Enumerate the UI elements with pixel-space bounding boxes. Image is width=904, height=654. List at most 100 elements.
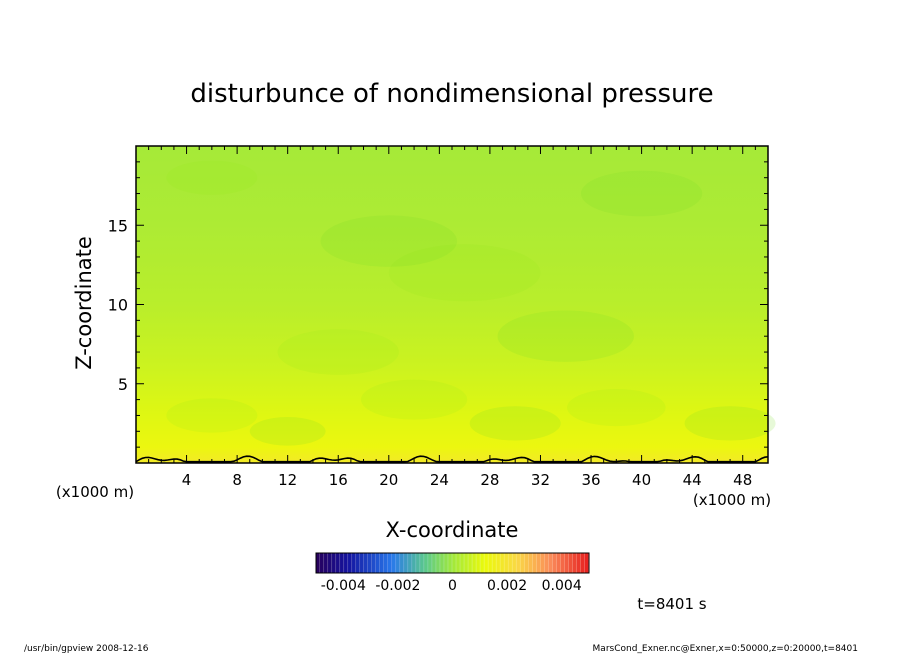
field-blotch <box>580 170 703 217</box>
colorbar-cell <box>440 553 445 573</box>
colorbar-cell <box>340 553 345 573</box>
colorbar-cell <box>472 553 477 573</box>
colorbar-tick-label: 0 <box>448 578 457 594</box>
field-blotch <box>166 398 258 433</box>
colorbar-cell <box>356 553 361 573</box>
colorbar-cell <box>376 553 381 573</box>
field-blotch <box>469 406 561 441</box>
colorbar-cell <box>444 553 449 573</box>
colorbar-cell <box>320 553 325 573</box>
colorbar-cell <box>568 553 574 573</box>
colorbar-cell <box>432 553 437 573</box>
colorbar-cell <box>400 553 405 573</box>
colorbar-cell <box>328 553 333 573</box>
colorbar-cell <box>316 553 321 573</box>
field-blotch <box>684 406 776 441</box>
colorbar-cell <box>380 553 385 573</box>
footer-left: /usr/bin/gpview 2008-12-16 <box>24 644 149 654</box>
colorbar-cell <box>464 553 469 573</box>
field-blotch <box>277 329 399 375</box>
x-axis-label: X-coordinate <box>386 518 519 542</box>
colorbar-cell <box>372 553 377 573</box>
colorbar-cells <box>316 553 590 573</box>
colorbar-cell <box>412 553 417 573</box>
colorbar-cell <box>396 553 401 573</box>
colorbar-cell <box>428 553 433 573</box>
field-blotch <box>249 417 326 446</box>
field-blotch <box>320 215 458 267</box>
field-blotches <box>166 160 776 446</box>
colorbar-cell <box>468 553 473 573</box>
y-tick-label: 10 <box>108 296 128 315</box>
y-tick-label: 15 <box>108 216 128 235</box>
x-unit-right-label: (x1000 m) <box>693 491 771 509</box>
y-axis-ticks: 5 10 15 <box>108 161 768 448</box>
x-tick-label: 28 <box>480 471 499 489</box>
field-blotch <box>388 244 541 302</box>
colorbar-cell <box>560 553 566 573</box>
colorbar-cell <box>524 553 530 573</box>
colorbar-cell <box>344 553 349 573</box>
colorbar-cell <box>424 553 429 573</box>
colorbar-cell <box>572 553 578 573</box>
x-tick-label: 32 <box>531 471 550 489</box>
x-tick-label: 24 <box>430 471 449 489</box>
colorbar-cell <box>476 553 481 573</box>
colorbar-cell <box>368 553 373 573</box>
colorbar-cell <box>544 553 550 573</box>
x-tick-label: 16 <box>329 471 348 489</box>
colorbar-tick-label: -0.002 <box>375 578 420 594</box>
colorbar-cell <box>364 553 369 573</box>
colorbar-cell <box>420 553 425 573</box>
colorbar-cell <box>516 553 522 573</box>
x-tick-label: 44 <box>683 471 702 489</box>
pressure-field <box>136 146 768 463</box>
footer-right: MarsCond_Exner.nc@Exner,x=0:50000,z=0:20… <box>593 644 858 654</box>
time-label: t=8401 s <box>637 595 706 613</box>
colorbar-cell <box>480 553 485 573</box>
colorbar-cell <box>404 553 409 573</box>
colorbar-cell <box>496 553 501 573</box>
colorbar-cell <box>448 553 453 573</box>
colorbar-cell <box>484 553 489 573</box>
chart-title: disturbunce of nondimensional pressure <box>190 79 713 109</box>
colorbar-cell <box>408 553 413 573</box>
colorbar-cell <box>556 553 562 573</box>
colorbar-cell <box>512 553 518 573</box>
colorbar-cell <box>324 553 329 573</box>
x-tick-label: 12 <box>278 471 297 489</box>
y-axis-label: Z-coordinate <box>72 236 96 370</box>
colorbar-cell <box>360 553 365 573</box>
x-tick-label: 8 <box>232 471 242 489</box>
x-tick-label: 20 <box>379 471 398 489</box>
colorbar-cell <box>564 553 570 573</box>
colorbar-cell <box>436 553 441 573</box>
colorbar-cell <box>452 553 457 573</box>
colorbar-cell <box>492 553 497 573</box>
field-blotch <box>497 310 635 362</box>
x-unit-left-label: (x1000 m) <box>56 483 134 501</box>
colorbar-cell <box>532 553 538 573</box>
colorbar-cell <box>336 553 341 573</box>
colorbar-cell <box>580 553 586 573</box>
x-tick-label: 48 <box>733 471 752 489</box>
colorbar-tick-label: 0.004 <box>542 578 582 594</box>
colorbar-cell <box>384 553 389 573</box>
colorbar-cell <box>576 553 582 573</box>
colorbar-cell <box>520 553 526 573</box>
colorbar-cell <box>504 553 510 573</box>
colorbar-cell <box>352 553 357 573</box>
colorbar-cell <box>552 553 558 573</box>
field-blotch <box>166 160 258 195</box>
x-tick-label: 4 <box>182 471 192 489</box>
x-axis-ticks: 4 8 12 16 20 24 28 32 36 40 44 48 <box>148 146 756 489</box>
colorbar-cell <box>584 553 590 573</box>
colorbar-cell <box>388 553 393 573</box>
colorbar-cell <box>348 553 353 573</box>
colorbar-cell <box>500 553 505 573</box>
colorbar-cell <box>540 553 546 573</box>
colorbar-frame <box>315 552 590 574</box>
x-tick-label: 40 <box>632 471 651 489</box>
colorbar-cell <box>548 553 554 573</box>
